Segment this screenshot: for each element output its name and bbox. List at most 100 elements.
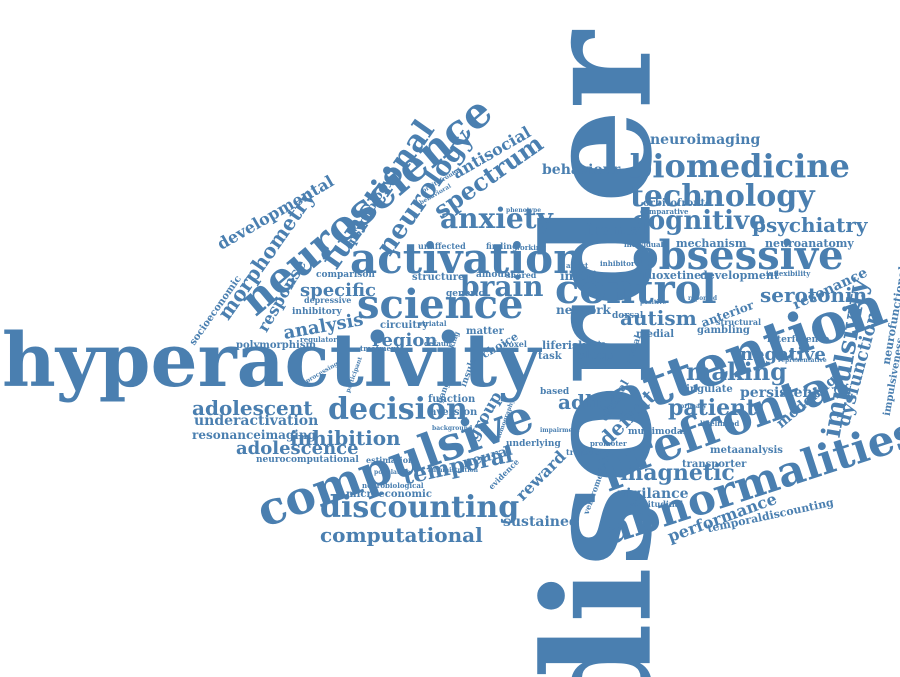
word-medial: medial xyxy=(636,329,675,340)
word-activation: activation xyxy=(350,234,584,283)
word-technology: technology xyxy=(630,179,815,214)
word-working: working xyxy=(514,243,546,252)
word-hyperactivity: hyperactivity xyxy=(2,318,541,404)
word-negative: negative xyxy=(740,344,826,365)
word-resonanceimaging: resonanceimaging xyxy=(192,428,316,442)
word-estimation: estimation xyxy=(366,455,414,465)
word-inferior: inferior xyxy=(560,269,612,283)
word-multimodal: multimodal xyxy=(628,427,687,437)
word-inflexibility: inflexibility xyxy=(766,269,811,278)
word-making: making xyxy=(686,357,787,386)
word-orbitofronto: orbitofronto xyxy=(643,198,712,209)
word-administration: administration xyxy=(428,467,478,474)
word-discounting: discounting xyxy=(320,490,520,525)
word-matter: matter xyxy=(466,326,504,337)
word-circuitry: circuitry xyxy=(380,320,429,331)
word-mechanism: mechanism xyxy=(676,237,747,250)
word-sleep: sleep xyxy=(578,348,613,362)
word-decision: decision xyxy=(328,392,468,427)
word-generic: generic xyxy=(446,289,484,299)
word-based: based xyxy=(540,387,570,397)
word-fluoxetine: fluoxetine xyxy=(640,269,702,282)
word-reported: reported xyxy=(688,295,718,302)
word-dorsal: dorsal xyxy=(612,311,644,321)
word-striatal: striatal xyxy=(418,319,447,328)
word-depressive: depressive xyxy=(304,295,352,305)
word-behaviour: behaviour xyxy=(542,162,621,178)
word-meta: meta xyxy=(586,339,606,348)
word-finding: finding xyxy=(486,241,518,251)
word-serotonin: serotonin xyxy=(760,283,868,307)
word-vigilance: vigilance xyxy=(618,486,689,502)
word-treatment: treatment xyxy=(360,344,400,353)
word-frontal: frontal xyxy=(585,220,647,239)
word-magnetic: magnetic xyxy=(620,460,735,486)
word-trajectory: trajectory xyxy=(566,447,610,457)
word-background: background xyxy=(432,425,473,432)
word-cingulate: cingulate xyxy=(680,384,733,395)
word-promoter: promoter xyxy=(590,439,627,448)
word-life: life xyxy=(542,339,563,352)
word-transporter: transporter xyxy=(682,459,747,470)
word-sustained: sustained xyxy=(503,514,579,530)
word-obsessive: obsessive xyxy=(632,232,844,279)
word-aversion: aversion xyxy=(430,407,478,418)
word-neurocomputational: neurocomputational xyxy=(256,455,359,465)
word-brain: brain xyxy=(460,270,544,303)
word-inhibition: inhibition xyxy=(290,426,401,450)
word-adhd: adhd xyxy=(558,390,614,414)
word-psychiatry: psychiatry xyxy=(752,213,868,237)
word-adolescent: adolescent xyxy=(192,396,313,420)
word-control: control xyxy=(555,266,717,313)
word-regulatory: regulatory xyxy=(300,335,341,344)
word-comparative: comparative xyxy=(640,207,689,216)
word-biomedicine: biomedicine xyxy=(630,147,850,185)
word-microeconomic: microeconomic xyxy=(346,489,432,500)
word-structural: structural xyxy=(716,317,762,327)
word-neuroanatomy: neuroanatomy xyxy=(765,237,854,250)
word-persistent: persistent xyxy=(740,385,820,401)
word-individual: individual xyxy=(624,240,664,249)
word-anxiety: anxiety xyxy=(440,202,553,235)
word-task: task xyxy=(538,351,562,362)
word-voxel: voxel xyxy=(504,339,527,349)
word-underactivation: underactivation xyxy=(194,413,319,429)
word-unaffected: unaffected xyxy=(418,241,466,251)
word-autism: autism xyxy=(620,306,697,330)
word-patient: patient xyxy=(668,395,757,421)
word-primary: primary xyxy=(680,403,707,410)
word-specific: specific xyxy=(300,280,377,301)
word-development: development xyxy=(700,269,780,282)
word-network: network xyxy=(556,303,611,317)
word-shared: shared xyxy=(506,270,537,280)
word-population: population xyxy=(374,469,411,476)
word-inhibitor: inhibitor xyxy=(600,259,635,268)
word-likelihood: likelihood xyxy=(700,419,740,428)
word-longitudinal: longitudinal xyxy=(628,499,684,509)
word-comparison: comparison xyxy=(316,270,375,280)
word-adolescence: adolescence xyxy=(236,438,359,459)
word-computational: computational xyxy=(320,523,483,547)
word-affect: affect xyxy=(566,261,589,270)
word-function: function xyxy=(428,394,476,405)
word-science: science xyxy=(357,281,524,328)
word-neurobiological: neurobiological xyxy=(362,481,424,490)
word-underlying: underlying xyxy=(506,439,561,449)
word-impairment: impairment xyxy=(540,427,580,434)
word-positive: positive xyxy=(640,299,667,306)
word-risk: risk xyxy=(562,339,586,352)
word-amount: amount xyxy=(476,270,515,280)
word-phenotype: phenotype xyxy=(506,207,542,214)
word-inhibitory: inhibitory xyxy=(292,307,342,317)
word-default: default xyxy=(424,339,452,348)
word-region: region xyxy=(372,330,438,351)
word-gambling: gambling xyxy=(697,325,750,336)
word-metaanalysis: metaanalysis xyxy=(710,445,783,456)
word-cognitive: cognitive xyxy=(632,206,766,236)
word-representative: representative xyxy=(778,357,827,364)
word-neuroimaging: neuroimaging xyxy=(650,132,761,148)
word-polymorphism: polymorphism xyxy=(236,340,317,351)
word-structure: structure xyxy=(412,272,465,283)
word-interference: interference xyxy=(767,335,830,345)
